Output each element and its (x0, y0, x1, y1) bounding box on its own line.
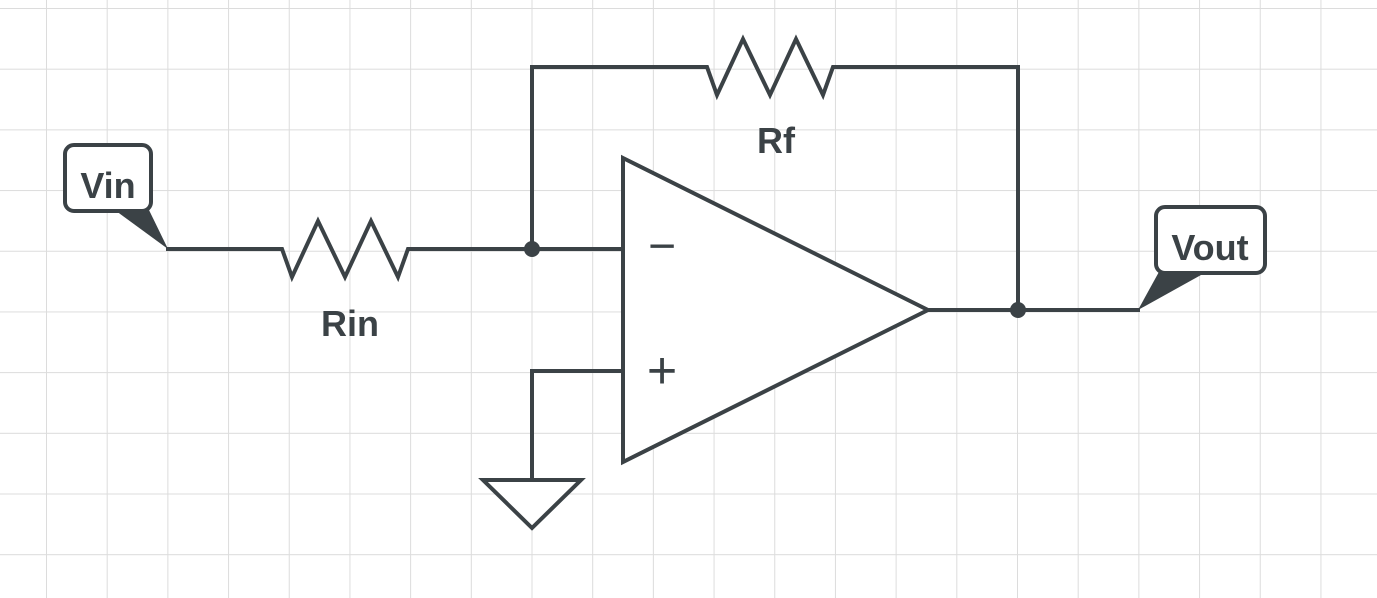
ground-icon (478, 478, 586, 531)
ground-wire (530, 369, 624, 482)
rf-label: Rf (757, 120, 796, 161)
inverting-node-dot (524, 241, 540, 257)
inverting-input-symbol: − (648, 220, 676, 273)
input-resistor-rin[interactable] (166, 216, 534, 283)
vout-terminal[interactable]: Vout (1138, 205, 1267, 310)
vin-label: Vin (80, 165, 135, 206)
rin-label: Rin (321, 303, 379, 344)
feedback-resistor-rf[interactable] (530, 34, 1020, 312)
vout-pointer (1138, 270, 1210, 310)
vout-label: Vout (1171, 227, 1248, 268)
vin-pointer (112, 208, 168, 249)
op-amp[interactable] (621, 154, 933, 466)
vout-label-box (1154, 205, 1267, 275)
non-inverting-input-symbol: + (647, 342, 677, 400)
vin-terminal[interactable]: Vin (63, 143, 168, 249)
vin-label-box (63, 143, 153, 213)
